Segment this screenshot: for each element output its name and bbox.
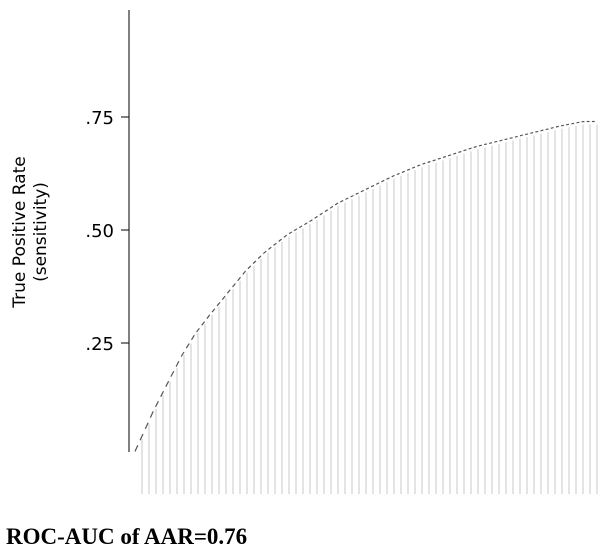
roc-curve-segment <box>201 321 206 326</box>
roc-curve-segment <box>139 433 144 441</box>
roc-curve-segment <box>154 401 159 408</box>
roc-curve-segment <box>530 132 534 134</box>
roc-curve-segment <box>566 123 570 126</box>
roc-curve-segment <box>165 380 170 387</box>
roc-curve-segment <box>134 445 139 452</box>
roc-curve-segment <box>160 390 165 397</box>
roc-chart: .25 .50 .75 True Positive Rate (sensitivit… <box>10 10 598 494</box>
roc-curve-segment <box>196 327 200 333</box>
roc-curve-segment <box>458 150 462 153</box>
roc-curve-segment <box>555 125 559 128</box>
roc-curve-segment <box>560 124 565 127</box>
roc-curve-segment <box>463 149 467 152</box>
roc-curve-segment <box>499 139 503 142</box>
roc-curve-segment <box>329 205 334 209</box>
roc-curve-segment <box>319 212 323 216</box>
roc-curve-segment <box>211 308 216 313</box>
roc-curve-segment <box>304 222 308 226</box>
roc-curve-segment <box>478 144 482 147</box>
roc-curve-segment <box>391 174 395 178</box>
roc-curve-segment <box>468 147 472 150</box>
roc-curve-segment <box>298 225 303 229</box>
roc-curve-segment <box>334 202 339 206</box>
roc-curve-segment <box>242 270 247 275</box>
roc-curve-segment <box>504 138 508 141</box>
roc-curve-segment <box>175 360 180 367</box>
y-axis-ticks: .25 .50 .75 <box>85 108 129 355</box>
roc-curve-segment <box>252 260 257 265</box>
auc-caption: ROC-AUC of AAR=0.76 <box>6 524 248 549</box>
roc-curve-segment <box>442 155 446 158</box>
roc-curve-segment <box>376 182 380 185</box>
roc-curve-segment <box>340 199 344 203</box>
roc-curve-segment <box>293 228 298 232</box>
roc-curve-segment <box>268 246 272 250</box>
roc-curve-segment <box>447 154 452 157</box>
roc-curve-segment <box>273 242 277 246</box>
roc-curve-segment <box>406 168 411 171</box>
roc-curve-segment <box>422 162 426 165</box>
roc-curve-segment <box>221 295 226 300</box>
roc-curve-segment <box>324 209 329 213</box>
roc-curve-segment <box>355 192 359 195</box>
roc-curve-segment <box>345 197 349 200</box>
y-tick-label: .25 <box>85 334 114 355</box>
roc-curve-segment <box>350 194 354 198</box>
roc-curve-segment <box>185 343 190 349</box>
roc-curve-segment <box>524 133 529 136</box>
roc-curve-segment <box>509 137 513 139</box>
roc-curve-segment <box>170 370 175 377</box>
roc-curve-segment <box>237 276 241 282</box>
roc-curve-segment <box>396 172 400 176</box>
roc-curve-segment <box>437 157 441 160</box>
roc-curve-segment <box>432 159 436 162</box>
roc-curve-segment <box>571 122 575 125</box>
roc-curve <box>134 120 595 452</box>
y-axis-title-line-2: (sensitivity) <box>31 182 51 282</box>
roc-curve-segment <box>206 314 211 319</box>
roc-curve-segment <box>401 170 406 173</box>
roc-curve-segment <box>257 255 262 260</box>
roc-curve-segment <box>190 334 195 341</box>
roc-curve-segment <box>180 351 185 357</box>
roc-curve-segment <box>278 238 282 242</box>
roc-curve-segment <box>427 160 431 164</box>
roc-curve-segment <box>381 179 385 183</box>
curve-drop-lines <box>141 124 598 494</box>
y-tick-label: .75 <box>85 108 114 129</box>
roc-curve-segment <box>540 129 544 132</box>
y-tick-label: .50 <box>85 221 114 242</box>
roc-curve-segment <box>283 234 288 238</box>
roc-curve-segment <box>473 145 477 148</box>
roc-curve-segment <box>386 177 390 180</box>
roc-curve-segment <box>262 250 267 255</box>
roc-curve-segment <box>514 135 518 138</box>
roc-curve-segment <box>288 231 293 235</box>
roc-curve-segment <box>144 422 149 430</box>
roc-curve-segment <box>535 130 539 133</box>
roc-curve-segment <box>550 127 554 129</box>
roc-curve-segment <box>417 164 421 167</box>
roc-curve-segment <box>453 152 457 155</box>
roc-curve-segment <box>232 283 236 288</box>
roc-curve-segment <box>489 142 493 144</box>
roc-curve-segment <box>411 166 416 169</box>
roc-curve-segment <box>360 189 364 193</box>
roc-curve-segment <box>519 134 523 137</box>
roc-curve-segment <box>247 265 252 270</box>
roc-curve-segment <box>483 143 488 146</box>
roc-curve-segment <box>216 302 221 307</box>
roc-curve-segment <box>314 215 318 219</box>
roc-curve-segment <box>576 121 580 124</box>
roc-curve-segment <box>226 289 231 294</box>
roc-curve-segment <box>494 140 498 143</box>
roc-curve-segment <box>545 128 549 131</box>
roc-curve-segment <box>365 187 370 190</box>
roc-curve-segment <box>370 184 375 188</box>
roc-curve-segment <box>309 219 313 223</box>
y-axis-title-line-1: True Positive Rate <box>10 156 30 308</box>
roc-curve-segment <box>149 411 154 418</box>
